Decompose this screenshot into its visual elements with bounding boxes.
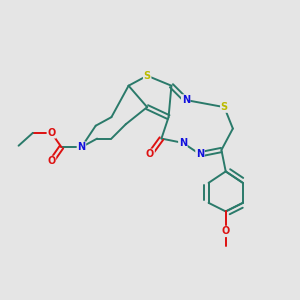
- Text: N: N: [77, 142, 86, 152]
- Text: N: N: [179, 138, 187, 148]
- Text: N: N: [196, 149, 204, 159]
- Text: S: S: [221, 102, 228, 112]
- Text: S: S: [144, 71, 151, 81]
- Text: O: O: [222, 226, 230, 236]
- Text: O: O: [47, 156, 56, 167]
- Text: N: N: [182, 95, 190, 105]
- Text: O: O: [146, 149, 154, 159]
- Text: O: O: [47, 128, 56, 138]
